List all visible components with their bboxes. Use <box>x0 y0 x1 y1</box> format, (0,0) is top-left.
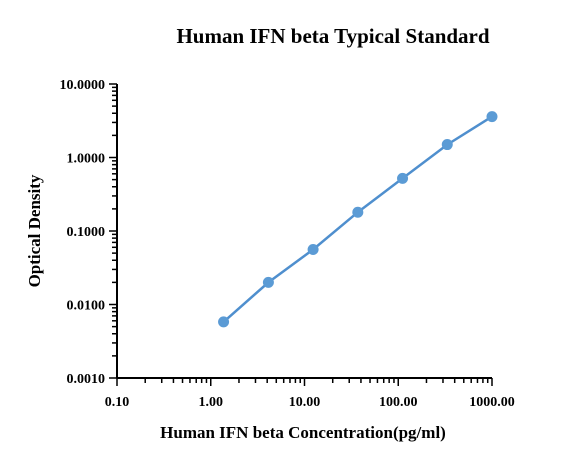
data-point <box>352 206 364 218</box>
data-point <box>307 244 319 256</box>
y-tick-label: 0.0010 <box>67 372 106 387</box>
data-point <box>441 139 453 151</box>
data-point <box>486 111 498 123</box>
y-tick-label: 0.0100 <box>67 299 106 314</box>
tick-labels: 0.10 1.00 10.00 100.00 1000.00 0.0010 0.0100 0.… <box>60 78 515 410</box>
x-tick-label: 100.00 <box>379 395 418 410</box>
chart-title: Human IFN beta Typical Standard <box>176 24 489 48</box>
y-tick-label: 1.0000 <box>67 152 106 167</box>
y-tick-label: 10.0000 <box>60 78 106 93</box>
x-axis-label: Human IFN beta Concentration(pg/ml) <box>160 423 446 442</box>
data-point <box>262 276 274 288</box>
y-axis-label: Optical Density <box>25 174 44 287</box>
series <box>218 111 498 328</box>
data-point <box>397 172 409 184</box>
y-tick-label: 0.1000 <box>67 225 106 240</box>
x-tick-label: 0.10 <box>105 395 130 410</box>
data-point <box>218 316 230 328</box>
ticks <box>109 83 493 386</box>
axes <box>116 84 492 379</box>
x-tick-label: 1000.00 <box>469 395 515 410</box>
x-tick-label: 10.00 <box>289 395 321 410</box>
x-tick-label: 1.00 <box>199 395 224 410</box>
